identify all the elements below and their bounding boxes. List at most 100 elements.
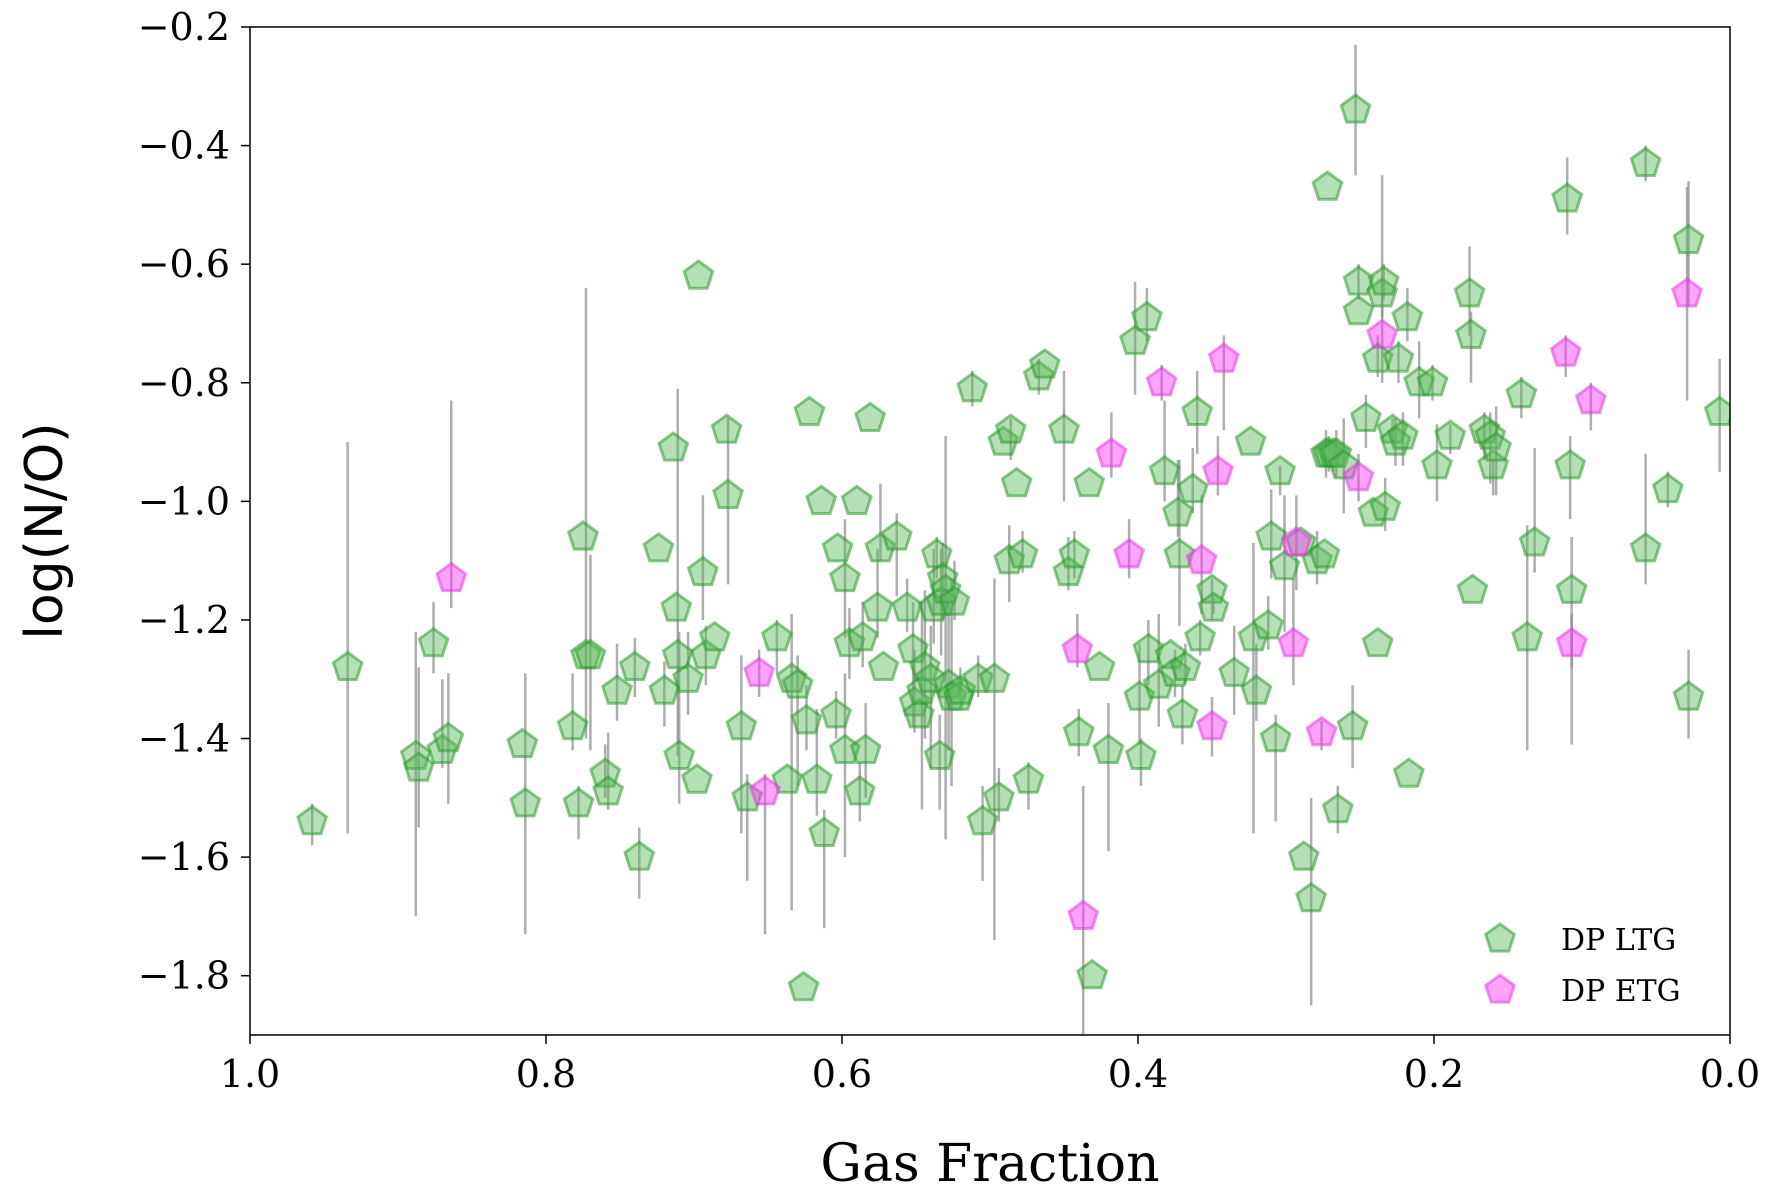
- ltg-point: [828, 733, 861, 764]
- ltg-point: [1416, 365, 1449, 397]
- ltg-point: [1166, 697, 1199, 729]
- y-tick-label: −1.4: [138, 717, 230, 761]
- ltg-point: [1456, 573, 1489, 604]
- ltg-point: [1454, 318, 1488, 349]
- ltg-point: [843, 775, 876, 806]
- legend-marker: [1483, 922, 1517, 953]
- ltg-point: [771, 763, 804, 794]
- ltg-point: [938, 585, 971, 616]
- y-tick-label: −0.6: [138, 242, 230, 286]
- etg-point: [1061, 632, 1094, 664]
- ltg-point: [854, 401, 887, 432]
- etg-point: [1555, 626, 1588, 658]
- etg-point: [1201, 454, 1234, 486]
- ltg-point: [574, 638, 607, 670]
- ltg-point: [1336, 709, 1369, 741]
- y-tick-label: −1.6: [138, 835, 230, 879]
- ltg-point: [840, 484, 873, 515]
- ltg-point: [562, 786, 595, 818]
- ltg-point: [1320, 437, 1353, 468]
- ltg-point: [1629, 146, 1662, 177]
- ltg-point: [1321, 792, 1354, 824]
- ltg-point: [880, 520, 913, 551]
- etg-point: [749, 775, 782, 806]
- ltg-point: [956, 371, 989, 403]
- x-tick-label: 0.0: [1700, 1052, 1760, 1096]
- ltg-point: [1511, 620, 1544, 652]
- ltg-point: [1047, 413, 1081, 444]
- ltg-point: [1453, 276, 1486, 308]
- etg-point: [1342, 460, 1375, 492]
- etg-point: [1195, 709, 1229, 741]
- ltg-point: [1058, 537, 1091, 569]
- y-axis-ticks: −1.8 −1.6 −1.4 −1.2 −1.0 −0.8 −0.6 −0.4 −0.2: [138, 5, 250, 998]
- ltg-point: [660, 591, 693, 622]
- ltg-point: [1505, 377, 1538, 409]
- ltg-point: [966, 804, 999, 836]
- etg-point: [1366, 318, 1399, 349]
- etg-point: [1067, 899, 1100, 930]
- ltg-point: [1391, 300, 1424, 332]
- y-tick-label: −1.8: [138, 954, 230, 998]
- ltg-point: [680, 763, 713, 794]
- ltg-point: [657, 431, 690, 462]
- x-tick-label: 1.0: [220, 1052, 280, 1096]
- ltg-point: [1163, 537, 1196, 569]
- ltg-point: [867, 650, 900, 681]
- ltg-point: [618, 650, 651, 681]
- ltg-point: [1181, 395, 1214, 426]
- ltg-point: [821, 531, 854, 563]
- ltg-point: [1629, 531, 1662, 563]
- etg-point: [743, 656, 776, 687]
- ltg-point: [820, 697, 853, 729]
- ltg-point: [1124, 739, 1157, 770]
- ltg-point: [1197, 591, 1230, 622]
- ltg-point: [698, 620, 731, 652]
- ltg-point: [1259, 721, 1292, 753]
- etg-point: [1207, 342, 1240, 373]
- ltg-point: [1119, 324, 1152, 355]
- ltg-point: [846, 620, 879, 652]
- ltg-point: [1142, 668, 1175, 699]
- x-axis-ticks: 1.0 0.8 0.6 0.4 0.2 0.0: [220, 1035, 1760, 1096]
- etg-point: [1277, 626, 1310, 658]
- ltg-point: [929, 573, 962, 604]
- ltg-point: [790, 703, 823, 735]
- ltg-point: [808, 816, 841, 847]
- ltg-point: [1148, 454, 1181, 486]
- ltg-point: [331, 650, 364, 681]
- plot-frame: [249, 26, 1731, 1036]
- ltg-point: [1651, 472, 1684, 504]
- ltg-point: [1361, 626, 1394, 658]
- ltg-point: [1000, 466, 1033, 498]
- etg-point: [1671, 276, 1704, 308]
- ltg-point: [1382, 342, 1415, 373]
- ltg-point: [1237, 620, 1270, 652]
- ltg-point: [1392, 757, 1425, 788]
- etg-point: [1113, 537, 1146, 569]
- x-tick-label: 0.6: [812, 1052, 872, 1096]
- ltg-point: [663, 739, 696, 770]
- ltg-point: [1255, 520, 1288, 551]
- ltg-point: [623, 840, 656, 871]
- ltg-point: [1161, 496, 1194, 527]
- ltg-point: [1311, 170, 1344, 201]
- ltg-point: [1287, 840, 1320, 871]
- ltg-point: [1012, 763, 1045, 794]
- etg-point: [1145, 365, 1178, 397]
- ltg-point: [509, 786, 542, 818]
- ltg-point: [712, 478, 745, 510]
- ltg-point: [1295, 881, 1328, 913]
- ltg-point: [417, 626, 450, 658]
- ltg-point: [800, 763, 833, 794]
- ltg-point: [1369, 490, 1402, 521]
- ltg-point: [1234, 425, 1267, 456]
- ltg-point: [1264, 454, 1297, 486]
- ltg-point: [987, 425, 1020, 456]
- ltg-point: [672, 662, 705, 693]
- ltg-point: [1184, 620, 1217, 652]
- y-tick-label: −1.2: [138, 598, 230, 642]
- y-tick-label: −0.8: [138, 361, 230, 405]
- ltg-point: [1062, 715, 1095, 747]
